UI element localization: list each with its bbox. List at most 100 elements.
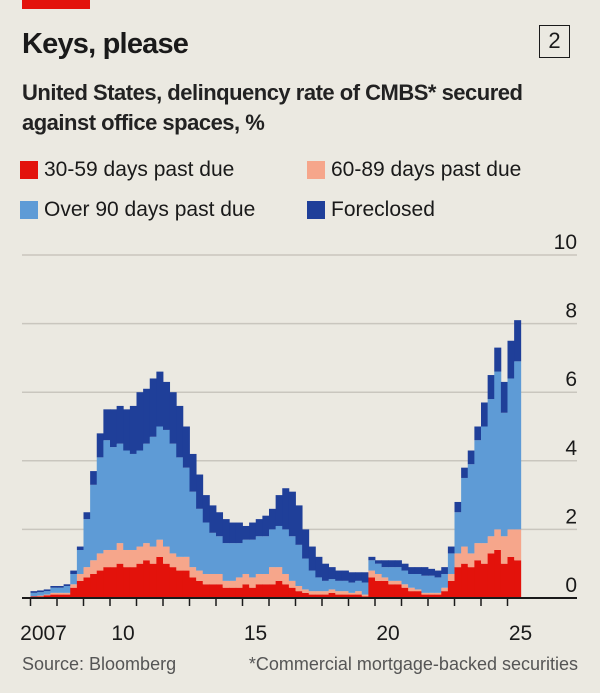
- bar-segment-30-59-days-past-due: [494, 549, 502, 598]
- bar-segment-over-90-days-past-due: [143, 443, 151, 544]
- bar-segment-foreclosed: [401, 563, 409, 571]
- bar-segment-over-90-days-past-due: [116, 443, 124, 544]
- y-tick-label: 10: [554, 231, 577, 254]
- bar-segment-60-89-days-past-due: [481, 543, 489, 564]
- bar-segment-over-90-days-past-due: [434, 577, 442, 593]
- bar-segment-30-59-days-past-due: [348, 594, 356, 598]
- bar-segment-foreclosed: [63, 584, 71, 586]
- bar-segment-60-89-days-past-due: [441, 587, 449, 592]
- bar-segment-over-90-days-past-due: [487, 399, 495, 537]
- footnote: *Commercial mortgage-backed securities: [248, 654, 578, 674]
- bar-segment-foreclosed: [116, 405, 124, 444]
- bar-segment-60-89-days-past-due: [209, 573, 217, 585]
- bar-segment-60-89-days-past-due: [308, 591, 316, 595]
- y-tick-label: 0: [565, 574, 577, 597]
- bar-segment-foreclosed: [149, 378, 157, 437]
- bar-segment-60-89-days-past-due: [302, 589, 310, 593]
- bar-segment-30-59-days-past-due: [414, 591, 422, 598]
- bar-segment-30-59-days-past-due: [255, 584, 263, 598]
- bar-segment-foreclosed: [156, 371, 164, 427]
- bar-segment-30-59-days-past-due: [209, 584, 217, 598]
- bar-segment-60-89-days-past-due: [196, 570, 204, 581]
- bar-segment-30-59-days-past-due: [335, 594, 343, 598]
- bar-segment-over-90-days-past-due: [189, 491, 197, 568]
- bar-segment-foreclosed: [169, 392, 177, 444]
- bar-segment-30-59-days-past-due: [249, 587, 257, 598]
- bar-segment-foreclosed: [143, 388, 151, 444]
- bar-segment-30-59-days-past-due: [149, 563, 157, 598]
- bar-segment-30-59-days-past-due: [454, 567, 462, 598]
- bar-segment-30-59-days-past-due: [143, 560, 151, 598]
- bar-segment-30-59-days-past-due: [242, 584, 250, 598]
- bar-segment-foreclosed: [30, 591, 38, 593]
- bar-segment-foreclosed: [196, 474, 204, 509]
- bar-segment-over-90-days-past-due: [163, 429, 171, 547]
- bar-segment-over-90-days-past-due: [196, 508, 204, 571]
- bar-segment-30-59-days-past-due: [315, 594, 323, 598]
- bar-segment-30-59-days-past-due: [282, 584, 290, 598]
- bar-segment-foreclosed: [50, 586, 58, 588]
- bar-segment-60-89-days-past-due: [176, 556, 184, 571]
- bar-segment-60-89-days-past-due: [494, 529, 502, 550]
- bar-segment-foreclosed: [57, 586, 65, 588]
- bar-segment-30-59-days-past-due: [474, 560, 482, 598]
- bar-segment-60-89-days-past-due: [348, 592, 356, 595]
- bar-segment-60-89-days-past-due: [110, 549, 118, 568]
- bar-segment-foreclosed: [408, 567, 416, 574]
- bar-segment-30-59-days-past-due: [96, 570, 104, 598]
- bar-segment-foreclosed: [481, 402, 489, 427]
- bar-segment-60-89-days-past-due: [123, 549, 131, 568]
- bar-segment-over-90-days-past-due: [381, 567, 389, 578]
- bar-segment-30-59-days-past-due: [123, 567, 131, 598]
- bar-segment-30-59-days-past-due: [341, 594, 349, 598]
- bar-segment-foreclosed: [368, 556, 376, 561]
- bar-segment-60-89-days-past-due: [461, 546, 469, 564]
- bar-segment-over-90-days-past-due: [169, 443, 177, 554]
- bar-segment-foreclosed: [441, 567, 449, 574]
- bar-segment-60-89-days-past-due: [388, 580, 396, 585]
- bar-segment-foreclosed: [262, 515, 270, 537]
- bar-segment-60-89-days-past-due: [269, 567, 277, 585]
- bar-segment-60-89-days-past-due: [169, 553, 177, 568]
- bar-segment-over-90-days-past-due: [474, 440, 482, 544]
- bar-segment-foreclosed: [255, 519, 263, 537]
- bar-segment-30-59-days-past-due: [70, 587, 78, 598]
- bar-segment-foreclosed: [500, 381, 508, 413]
- legend-label-30-59: 30-59 days past due: [44, 158, 235, 181]
- bar-segment-over-90-days-past-due: [288, 536, 296, 581]
- bar-segment-30-59-days-past-due: [288, 587, 296, 598]
- bar-segment-60-89-days-past-due: [341, 591, 349, 595]
- bar-segment-60-89-days-past-due: [421, 592, 429, 595]
- bar-segment-over-90-days-past-due: [388, 567, 396, 581]
- bar-segment-over-90-days-past-due: [302, 558, 310, 590]
- bar-segment-foreclosed: [447, 546, 455, 554]
- bar-segment-30-59-days-past-due: [467, 567, 475, 598]
- bar-segment-30-59-days-past-due: [507, 556, 515, 598]
- bar-segment-foreclosed: [249, 522, 257, 540]
- bar-segment-foreclosed: [302, 529, 310, 559]
- bar-segment-60-89-days-past-due: [507, 529, 515, 557]
- bar-segment-foreclosed: [229, 522, 237, 544]
- legend-label-90plus: Over 90 days past due: [44, 198, 256, 221]
- legend-label-60-89: 60-89 days past due: [331, 158, 522, 181]
- legend-swatch-foreclosed: [307, 201, 325, 219]
- bar-segment-foreclosed: [209, 505, 217, 533]
- bar-segment-60-89-days-past-due: [182, 556, 190, 571]
- bar-segment-30-59-days-past-due: [156, 556, 164, 598]
- bar-segment-over-90-days-past-due: [57, 587, 65, 593]
- legend-swatch-90plus: [20, 201, 38, 219]
- chart-title: Keys, please: [22, 28, 189, 60]
- bar-segment-30-59-days-past-due: [428, 594, 436, 598]
- bar-segment-foreclosed: [136, 392, 144, 451]
- bar-segment-60-89-days-past-due: [428, 592, 436, 595]
- bar-segment-over-90-days-past-due: [229, 543, 237, 581]
- bar-segment-over-90-days-past-due: [182, 467, 190, 557]
- bar-segment-60-89-days-past-due: [514, 529, 522, 561]
- bar-segment-60-89-days-past-due: [149, 546, 157, 564]
- bar-segment-over-90-days-past-due: [149, 436, 157, 547]
- bar-segment-30-59-days-past-due: [90, 573, 98, 598]
- x-tick-label: 10: [111, 622, 134, 645]
- bar-segment-over-90-days-past-due: [441, 573, 449, 588]
- bar-segment-30-59-days-past-due: [169, 567, 177, 598]
- bar-segment-foreclosed: [474, 426, 482, 441]
